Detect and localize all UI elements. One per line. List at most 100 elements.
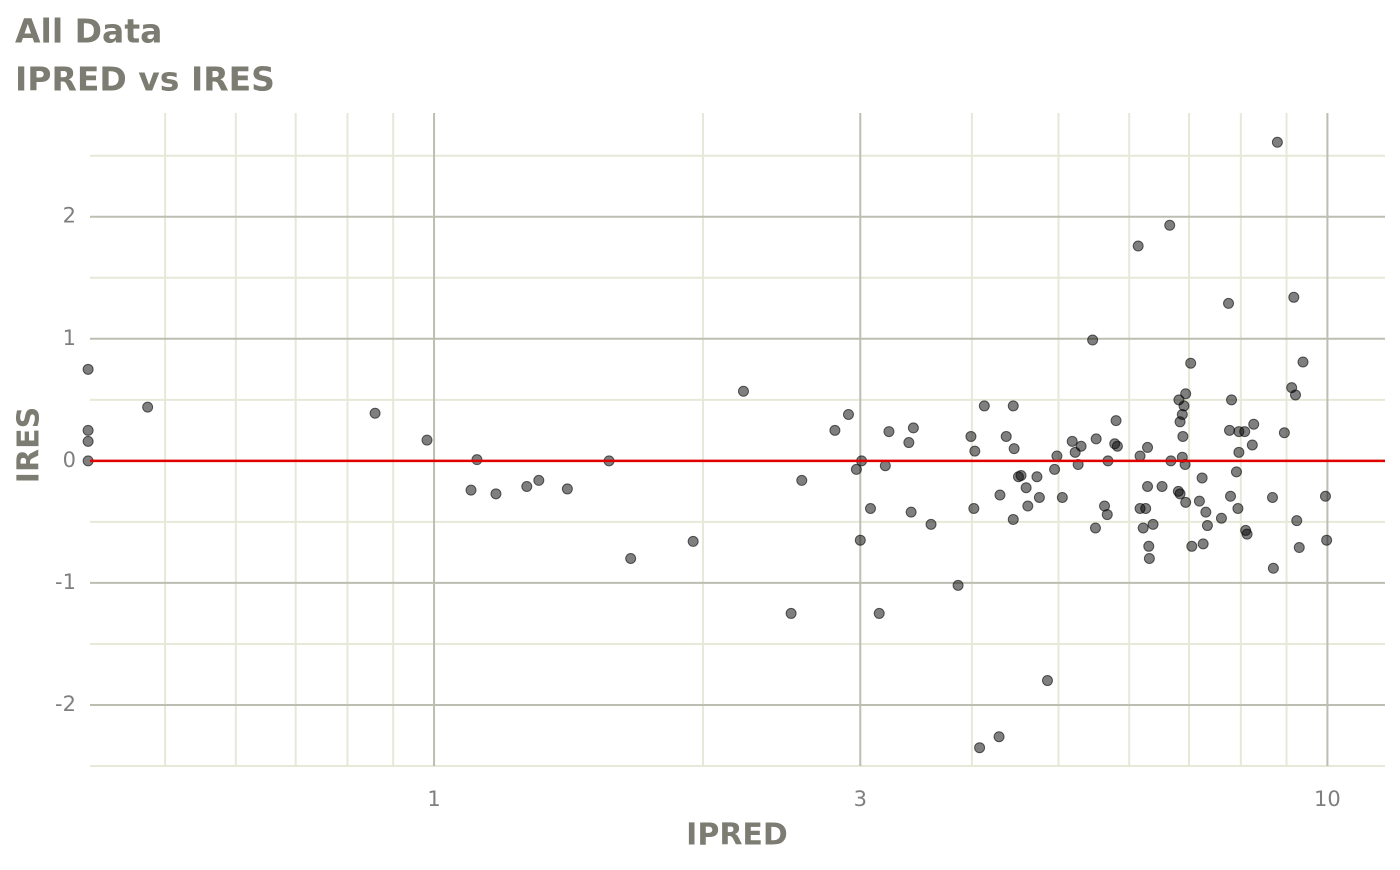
- point: [1223, 297, 1235, 309]
- point: [842, 408, 854, 420]
- point: [1056, 491, 1068, 503]
- point: [1143, 553, 1155, 565]
- point: [796, 474, 808, 486]
- point: [785, 607, 797, 619]
- point: [1226, 394, 1238, 406]
- point: [1178, 400, 1190, 412]
- point: [1132, 240, 1144, 252]
- point: [978, 400, 990, 412]
- point: [1248, 418, 1260, 430]
- point: [879, 460, 891, 472]
- point: [1267, 562, 1279, 574]
- point: [369, 407, 381, 419]
- point: [1271, 136, 1283, 148]
- point: [737, 385, 749, 397]
- point: [974, 742, 986, 754]
- point: [873, 607, 885, 619]
- y-tick-label: -1: [55, 570, 76, 594]
- point: [1201, 520, 1213, 532]
- x-tick-label: 1: [427, 787, 440, 811]
- point: [1075, 440, 1087, 452]
- point: [1110, 415, 1122, 427]
- point: [82, 424, 94, 436]
- point: [1186, 540, 1198, 552]
- point: [1140, 502, 1152, 514]
- point: [903, 437, 915, 449]
- point: [521, 480, 533, 492]
- x-axis-title: IPRED: [686, 818, 788, 853]
- point: [82, 363, 94, 375]
- point: [625, 553, 637, 565]
- point: [1137, 522, 1149, 534]
- point: [1321, 534, 1333, 546]
- point: [1193, 495, 1205, 507]
- point: [1196, 472, 1208, 484]
- point: [490, 488, 502, 500]
- point: [1180, 388, 1192, 400]
- point: [1293, 542, 1305, 554]
- point: [1020, 482, 1032, 494]
- point: [1008, 443, 1020, 455]
- chart-title: All Data: [15, 12, 162, 51]
- point: [925, 518, 937, 530]
- point: [864, 502, 876, 514]
- point: [1156, 480, 1168, 492]
- point: [1297, 356, 1309, 368]
- y-axis-title: IRES: [12, 407, 47, 483]
- point: [1066, 435, 1078, 447]
- point: [1134, 450, 1146, 462]
- point: [1200, 506, 1212, 518]
- point: [1051, 450, 1063, 462]
- point: [829, 424, 841, 436]
- point: [1022, 500, 1034, 512]
- point: [1015, 470, 1027, 482]
- point: [1111, 440, 1123, 452]
- point: [1239, 426, 1251, 438]
- point: [1041, 675, 1053, 687]
- point: [1289, 389, 1301, 401]
- point: [1225, 490, 1237, 502]
- y-tick-label: 1: [63, 326, 76, 350]
- point: [1174, 488, 1186, 500]
- x-tick-label: 3: [854, 787, 867, 811]
- point: [1147, 518, 1159, 530]
- point: [1241, 528, 1253, 540]
- point: [1007, 400, 1019, 412]
- point: [533, 474, 545, 486]
- point: [561, 483, 573, 495]
- point: [965, 430, 977, 442]
- point: [1177, 430, 1189, 442]
- point: [1319, 490, 1331, 502]
- point: [1185, 357, 1197, 369]
- point: [968, 502, 980, 514]
- point: [1215, 512, 1227, 524]
- point: [1246, 439, 1258, 451]
- point: [421, 434, 433, 446]
- point: [1000, 430, 1012, 442]
- point: [905, 506, 917, 518]
- point: [1164, 219, 1176, 231]
- point: [850, 463, 862, 475]
- point: [993, 731, 1005, 743]
- point: [82, 435, 94, 447]
- point: [969, 445, 981, 457]
- point: [1232, 502, 1244, 514]
- point: [1101, 509, 1113, 521]
- point: [1224, 424, 1236, 436]
- point: [1031, 471, 1043, 483]
- point: [1233, 446, 1245, 458]
- point: [1090, 433, 1102, 445]
- point: [687, 535, 699, 547]
- point: [883, 426, 895, 438]
- point: [1278, 427, 1290, 439]
- y-tick-label: 0: [63, 448, 76, 472]
- point: [1180, 496, 1192, 508]
- point: [1087, 334, 1099, 346]
- point: [994, 489, 1006, 501]
- point: [1266, 491, 1278, 503]
- point: [952, 579, 964, 591]
- y-tick-label: -2: [55, 692, 76, 716]
- point: [907, 422, 919, 434]
- point: [1142, 441, 1154, 453]
- point: [1007, 513, 1019, 525]
